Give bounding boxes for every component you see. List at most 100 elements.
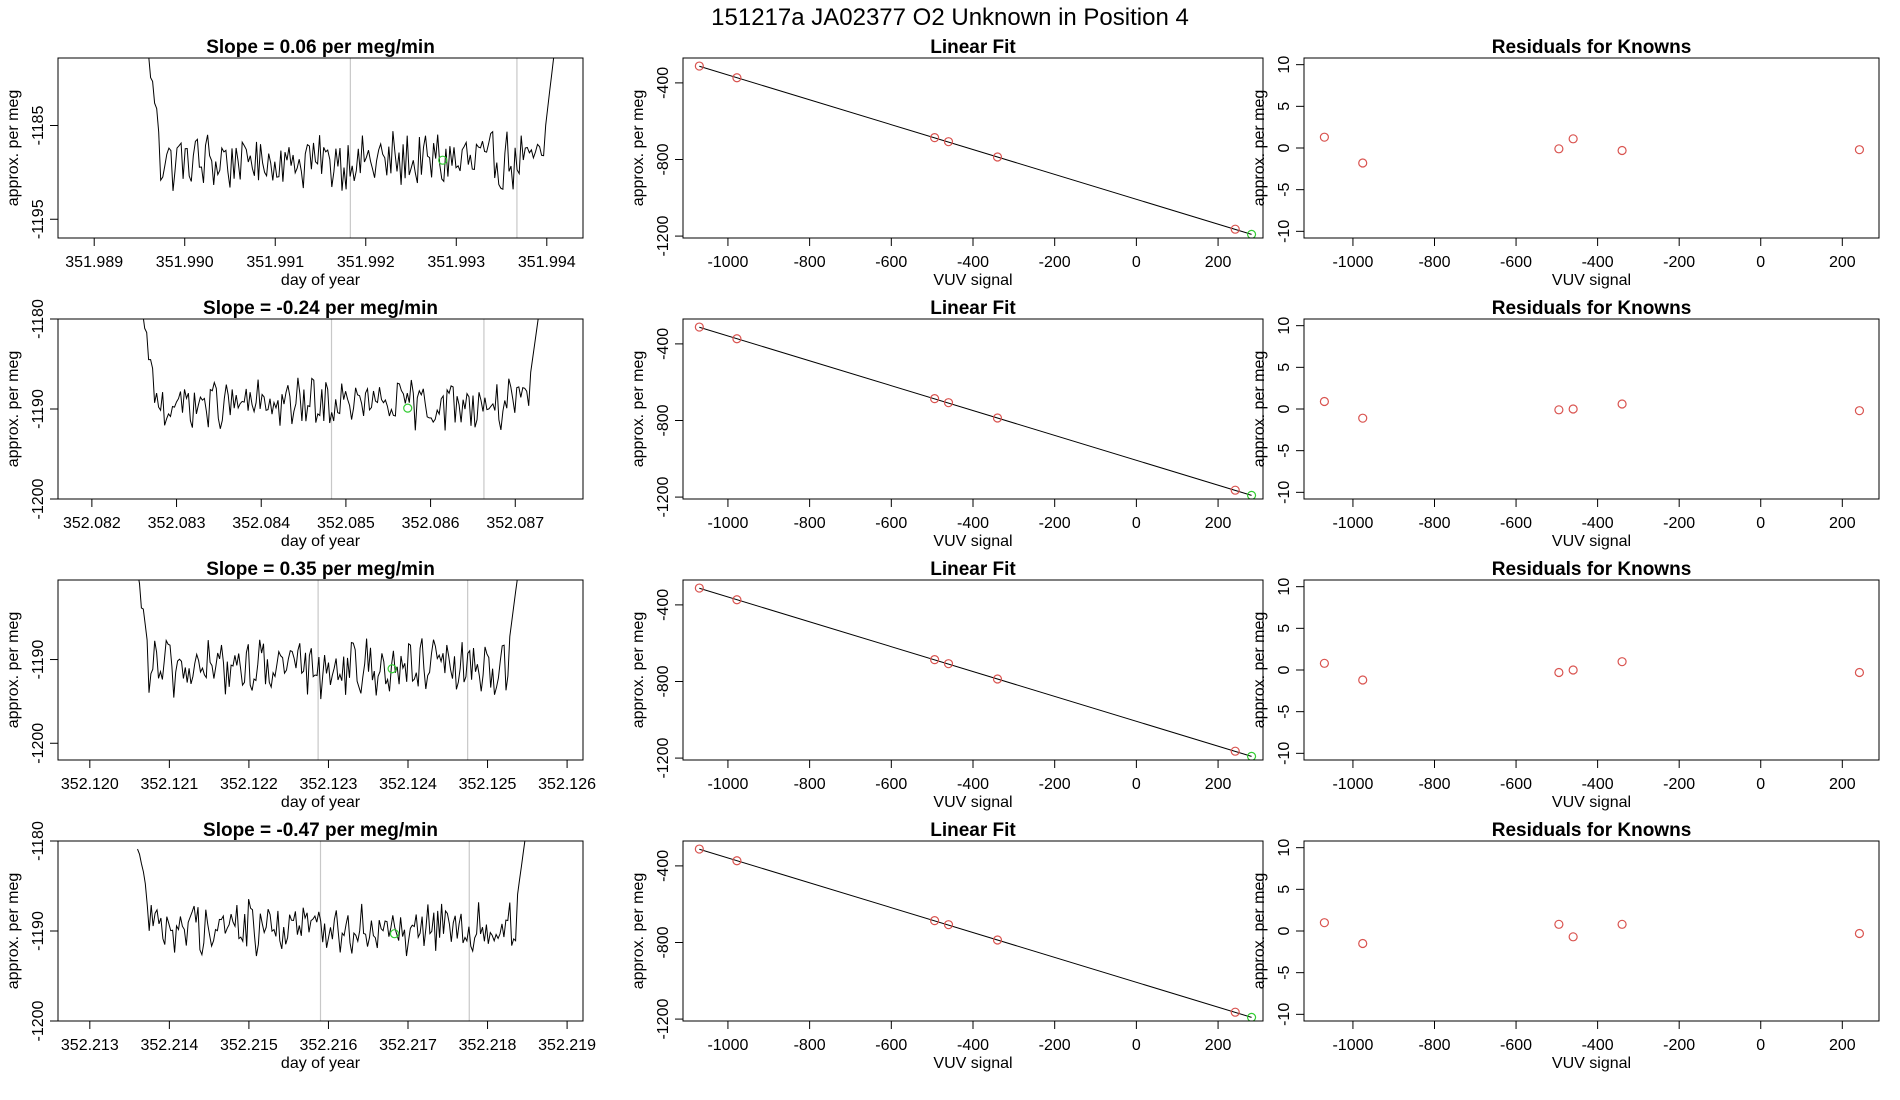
plot-area [148,58,555,238]
x-tick-label: 352.214 [140,1037,198,1054]
known-point [732,73,742,83]
x-tick-label: -400 [1582,1037,1614,1054]
x-tick-label: 200 [1829,1037,1856,1054]
x-tick-label: -200 [1039,515,1071,532]
y-tick-label: 5 [1276,102,1293,111]
known-point [930,916,940,926]
plot-frame [1303,840,1880,1022]
x-tick-label: 200 [1829,515,1856,532]
panel-title: Residuals for Knowns [1492,37,1692,58]
x-tick-label: -400 [1582,254,1614,271]
known-point [732,334,742,344]
x-tick-label: 352.217 [379,1037,437,1054]
plot-frame [1303,579,1880,761]
x-tick-label: -800 [794,1037,826,1054]
panel-title: Slope = 0.06 per meg/min [206,37,435,58]
panel-title: Linear Fit [930,37,1016,58]
x-tick-label: -200 [1039,254,1071,271]
residual-point [1319,396,1329,407]
residual-point [1319,918,1329,928]
residual-point [1617,399,1627,409]
x-tick-label: -800 [794,776,826,793]
y-axis-label: approx. per meg [1251,90,1268,207]
x-tick-label: -1000 [707,1037,748,1054]
y-axis-label: approx. per meg [630,873,647,990]
residual-point [1568,665,1578,675]
y-tick-label: -400 [655,67,672,99]
y-tick-label: 5 [1276,624,1293,633]
known-point [943,398,954,408]
x-tick-label: 0 [1132,1037,1141,1054]
y-tick-label: -800 [655,665,672,697]
known-point [943,659,954,669]
y-tick-label: -1200 [30,1000,47,1041]
known-point [732,856,742,866]
fit-line [699,326,1252,496]
known-point [992,152,1003,162]
x-tick-label: 352.120 [61,776,119,793]
plot-area [694,61,1257,238]
y-axis-label: approx. per meg [5,90,22,207]
panel-title: Slope = 0.35 per meg/min [206,559,435,580]
known-point [694,61,704,71]
plot-area [1319,396,1865,423]
y-axis-label: approx. per meg [630,612,647,729]
y-tick-label: -5 [1276,704,1293,718]
x-tick-label: 352.082 [63,515,121,532]
x-tick-label: 200 [1205,776,1232,793]
panel-residuals-row4: Residuals for Knowns-1000 -800 -600 -400 -20… [1251,820,1880,1072]
x-tick-label: 351.991 [246,254,304,271]
known-point [694,844,704,854]
x-tick-label: 352.219 [538,1037,596,1054]
residual-point [1319,132,1329,142]
plot-area [138,580,518,760]
unknown-point [1246,490,1257,499]
x-tick-label: -600 [875,254,907,271]
y-tick-label: 5 [1276,885,1293,894]
panel-linear-fit-row1: Linear Fit -1000 -800 -600 -400 -200 0 200 VUV s… [630,37,1264,289]
x-tick-label: -800 [794,515,826,532]
y-tick-label: -10 [1276,742,1293,765]
known-point [943,137,954,147]
x-tick-label: -400 [957,776,989,793]
y-tick-label: 10 [1276,56,1293,74]
x-tick-label: 0 [1756,1037,1765,1054]
y-tick-label: -5 [1276,443,1293,457]
x-tick-label: -600 [875,1037,907,1054]
x-tick-label: 352.213 [61,1037,119,1054]
x-axis-label: VUV signal [1552,272,1631,289]
residual-point [1568,134,1578,144]
y-tick-label: -1195 [30,199,47,239]
x-tick-label: -200 [1663,515,1695,532]
x-axis-label: VUV signal [1552,533,1631,550]
x-tick-label: -800 [1418,515,1450,532]
unknown-marker [438,155,448,165]
y-tick-label: 5 [1276,363,1293,372]
y-axis-label: approx. per meg [5,612,22,729]
plot-frame [1303,57,1880,239]
panel-residuals-row1: Residuals for Knowns-1000 -800 -600 -400 -20… [1251,37,1880,289]
plot-area [1319,657,1865,685]
plot-frame [682,57,1264,239]
known-point [930,394,940,404]
x-tick-label: -1000 [1332,776,1373,793]
known-point [992,413,1003,423]
known-point [943,920,954,930]
unknown-point [1246,751,1257,760]
y-tick-label: -1190 [30,389,47,429]
y-tick-label: -1180 [30,821,47,861]
panel-linear-fit-row4: Linear Fit -1000 -800 -600 -400 -200 0 200 VUV s… [630,820,1264,1072]
signal-trace [148,58,555,191]
panel-title: Slope = -0.47 per meg/min [203,820,438,841]
plot-area [1319,132,1865,168]
x-tick-label: 0 [1756,515,1765,532]
x-tick-label: -200 [1039,1037,1071,1054]
x-axis-label: day of year [281,272,361,289]
x-tick-label: 352.087 [486,515,544,532]
x-tick-label: -600 [1500,515,1532,532]
fit-line [699,65,1252,235]
x-tick-label: -800 [1418,776,1450,793]
x-tick-label: -1000 [1332,515,1373,532]
known-point [1230,485,1240,495]
